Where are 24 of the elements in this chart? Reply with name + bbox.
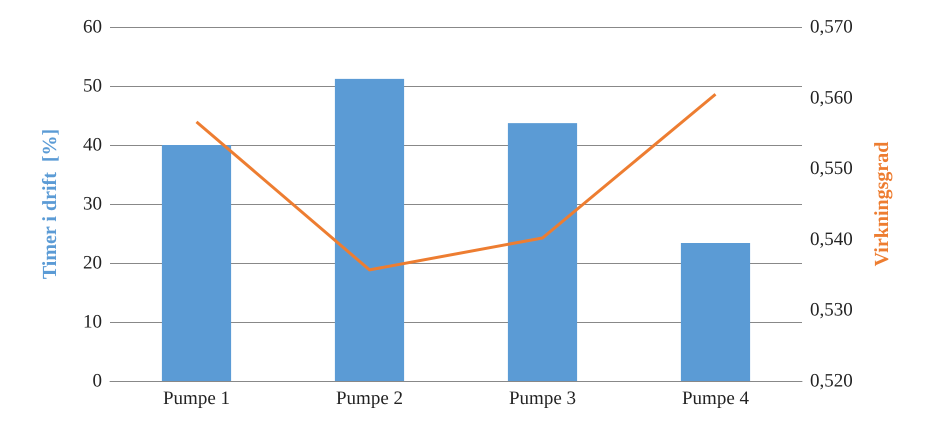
y2-tick-label: 0,570	[810, 16, 853, 38]
y2-tick-label: 0,520	[810, 370, 853, 392]
y-tick-label: 50	[83, 76, 102, 96]
y-axis-title: Timer i drift [%]	[39, 128, 61, 280]
y-tick-label: 20	[83, 252, 102, 274]
y2-tick-label: 0,550	[810, 158, 853, 180]
bar	[334, 78, 404, 381]
x-tick-label: Pumpe 1	[162, 388, 230, 409]
line-series	[195, 92, 717, 272]
x-tick-label: Pumpe 2	[336, 388, 404, 409]
y-tick-label: 0	[92, 370, 102, 392]
y2-tick-label: 0,560	[810, 87, 853, 108]
y2-tick-label: 0,530	[810, 300, 853, 321]
y-tick-label: 30	[83, 194, 102, 214]
bar	[680, 242, 750, 381]
bar	[508, 123, 578, 381]
x-tick-label: Pumpe 3	[508, 388, 576, 409]
x-tick-label: Pumpe 4	[682, 388, 750, 409]
y-tick-label: 60	[83, 16, 102, 38]
y2-axis-title: Virkningsgrad	[871, 142, 893, 266]
bar	[162, 145, 232, 381]
y-tick-label: 40	[83, 134, 102, 156]
y-tick-label: 10	[83, 312, 102, 332]
y2-tick-label: 0,540	[810, 228, 853, 250]
